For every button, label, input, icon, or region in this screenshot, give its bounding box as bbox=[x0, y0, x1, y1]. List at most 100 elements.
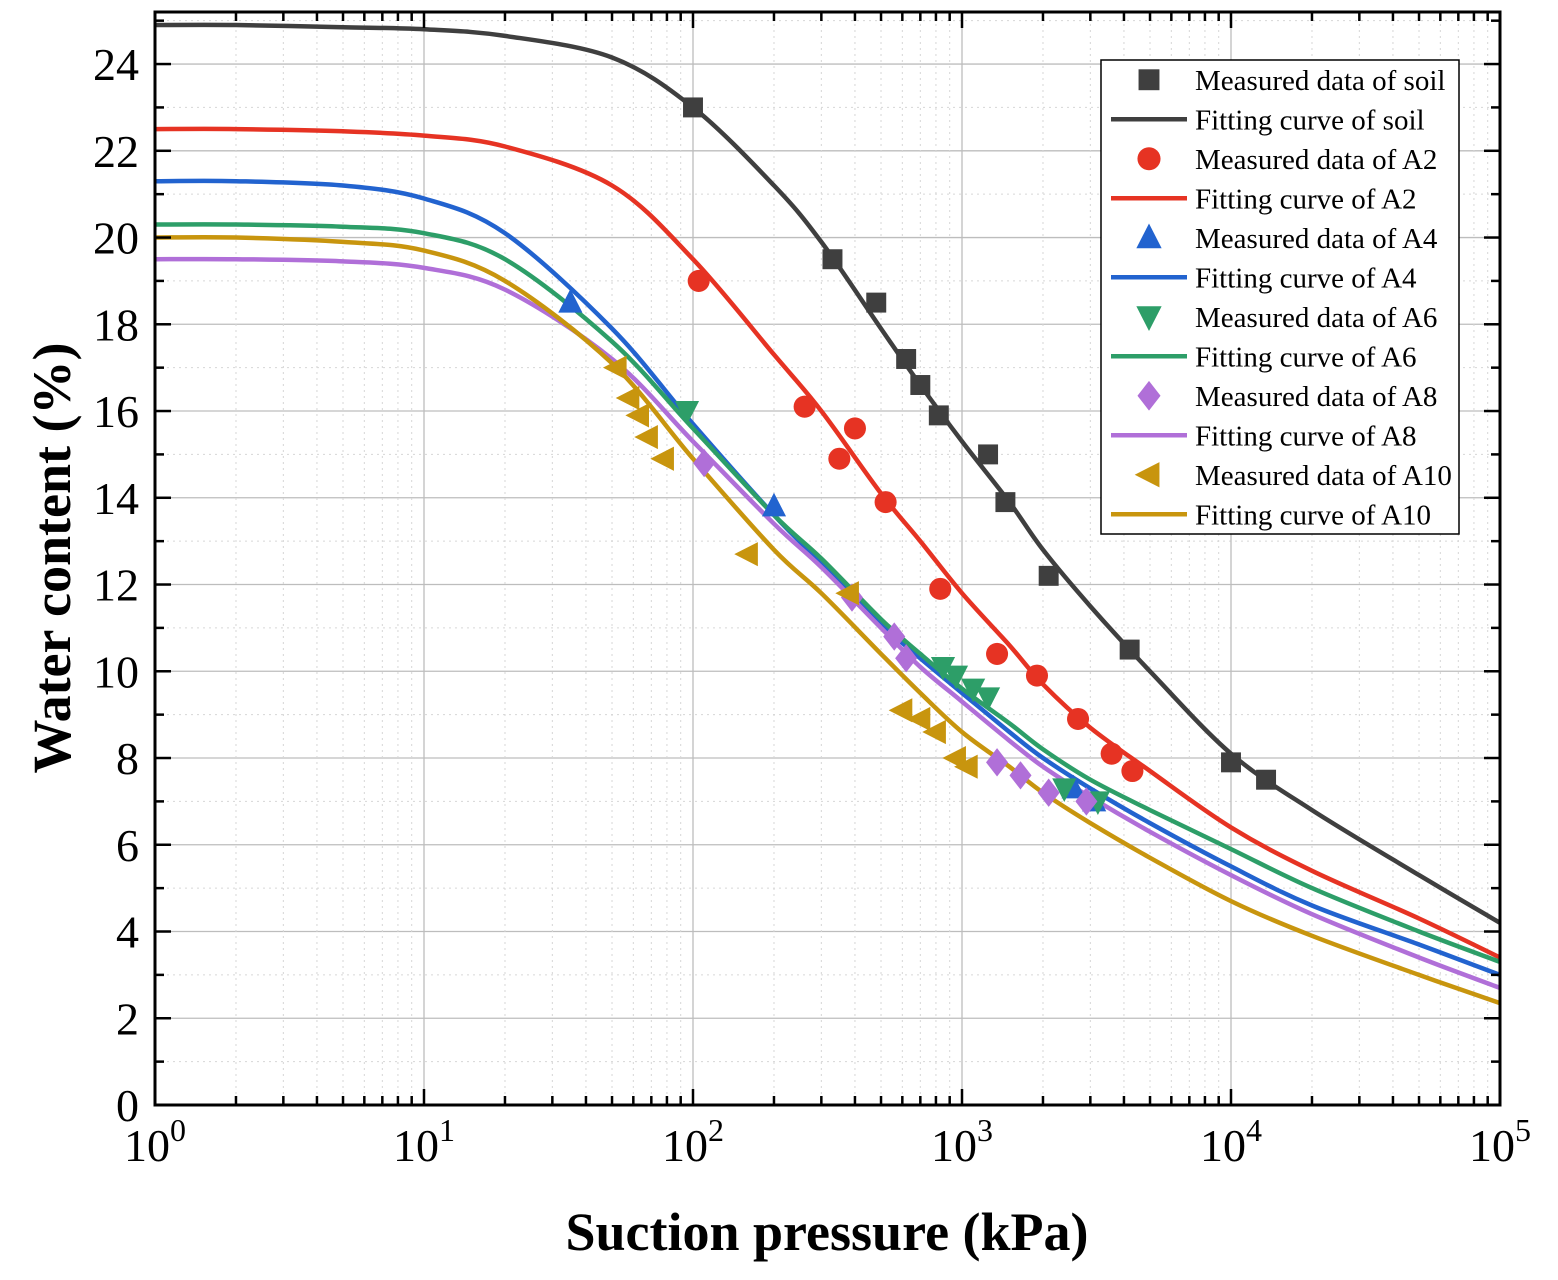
marker-square bbox=[978, 444, 999, 465]
legend-label: Measured data of soil bbox=[1195, 65, 1445, 97]
marker-triangle-down bbox=[961, 678, 986, 703]
marker-circle bbox=[986, 642, 1009, 665]
marker-circle bbox=[1025, 664, 1049, 687]
legend-label: Fitting curve of A2 bbox=[1195, 183, 1417, 215]
y-tick-label: 2 bbox=[116, 993, 139, 1044]
legend-box bbox=[1100, 59, 1460, 535]
y-axis-title: Water content (%) bbox=[22, 342, 82, 774]
legend-entry-fit-soil: Fitting curve of soil bbox=[1111, 104, 1425, 136]
x-tick-label: 105 bbox=[1469, 1112, 1531, 1171]
fit-curve-A6 bbox=[155, 222, 1500, 965]
marker-triangle-left bbox=[835, 581, 859, 606]
marker-triangle-down bbox=[975, 687, 1001, 711]
marker-square bbox=[1138, 69, 1160, 91]
y-tick-label: 4 bbox=[116, 907, 139, 958]
marker-diamond bbox=[1037, 778, 1060, 807]
x-axis-title: Suction pressure (kPa) bbox=[565, 1202, 1089, 1262]
x-tick-label: 101 bbox=[393, 1112, 455, 1171]
y-tick-label: 6 bbox=[116, 820, 139, 871]
marker-square bbox=[683, 97, 703, 118]
marker-square bbox=[910, 375, 931, 395]
marker-triangle-left bbox=[906, 706, 931, 732]
marker-circle bbox=[1121, 760, 1144, 783]
measured-points-A8 bbox=[693, 448, 1098, 816]
y-tick-label: 14 bbox=[93, 473, 139, 524]
marker-triangle-left bbox=[602, 355, 627, 380]
measured-points-A10 bbox=[602, 355, 978, 779]
legend-label: Measured data of A4 bbox=[1195, 223, 1438, 255]
x-tick-label: 103 bbox=[931, 1112, 993, 1171]
y-tick-label: 0 bbox=[116, 1080, 139, 1131]
marker-circle bbox=[1100, 742, 1123, 765]
marker-square bbox=[928, 405, 949, 426]
marker-triangle-up bbox=[1136, 223, 1162, 249]
marker-diamond bbox=[1009, 761, 1032, 790]
marker-circle bbox=[1137, 147, 1161, 171]
marker-triangle-down bbox=[1052, 778, 1077, 803]
legend-label: Fitting curve of soil bbox=[1195, 104, 1425, 136]
grid bbox=[155, 12, 1500, 1105]
legend-label: Fitting curve of A4 bbox=[1195, 262, 1417, 294]
marker-diamond bbox=[883, 622, 906, 651]
y-tick-label: 10 bbox=[93, 646, 139, 697]
legend-entry-fit-A4: Fitting curve of A4 bbox=[1111, 262, 1417, 294]
y-tick-label: 24 bbox=[93, 39, 139, 90]
marker-triangle-left bbox=[1134, 462, 1160, 488]
y-tick-label: 12 bbox=[93, 560, 139, 611]
marker-triangle-left bbox=[734, 542, 758, 567]
marker-diamond bbox=[895, 644, 918, 673]
legend-label: Fitting curve of A8 bbox=[1195, 420, 1417, 452]
legend-label: Fitting curve of A10 bbox=[1195, 499, 1431, 531]
marker-diamond bbox=[693, 448, 716, 478]
legend-entry-measured-A6: Measured data of A6 bbox=[1136, 302, 1437, 334]
marker-triangle-down bbox=[1136, 306, 1162, 332]
legend-entry-measured-A4: Measured data of A4 bbox=[1136, 223, 1438, 255]
plot-frame bbox=[153, 10, 1502, 1107]
marker-square bbox=[1038, 565, 1059, 586]
y-tick-label: 20 bbox=[93, 213, 139, 264]
marker-triangle-left bbox=[634, 424, 658, 450]
legend-entry-measured-A10: Measured data of A10 bbox=[1134, 460, 1452, 492]
marker-circle bbox=[687, 269, 710, 292]
marker-triangle-left bbox=[615, 385, 640, 411]
marker-triangle-up bbox=[558, 288, 583, 313]
y-tick-label: 22 bbox=[93, 126, 139, 177]
marker-triangle-down bbox=[674, 401, 700, 425]
legend-entry-measured-A2: Measured data of A2 bbox=[1137, 144, 1437, 176]
legend-label: Measured data of A8 bbox=[1195, 381, 1437, 413]
marker-circle bbox=[1067, 707, 1090, 731]
legend-label: Measured data of A10 bbox=[1195, 460, 1452, 492]
marker-diamond bbox=[986, 748, 1009, 777]
y-tick-label: 16 bbox=[93, 386, 139, 437]
marker-square bbox=[1221, 752, 1241, 773]
marker-diamond bbox=[1137, 380, 1161, 411]
marker-triangle-left bbox=[954, 754, 978, 779]
marker-square bbox=[822, 249, 843, 270]
legend: Measured data of soil Fitting curve of so… bbox=[1100, 59, 1460, 535]
marker-triangle-left bbox=[625, 403, 649, 428]
marker-triangle-left bbox=[922, 719, 946, 745]
marker-circle bbox=[828, 447, 851, 470]
legend-entry-fit-A10: Fitting curve of A10 bbox=[1111, 499, 1431, 531]
legend-entry-fit-A8: Fitting curve of A8 bbox=[1111, 420, 1417, 452]
marker-circle bbox=[843, 417, 866, 440]
marker-triangle-left bbox=[650, 446, 674, 471]
marker-square bbox=[1119, 639, 1140, 660]
marker-square bbox=[995, 492, 1016, 513]
legend-entry-measured-A8: Measured data of A8 bbox=[1137, 381, 1437, 413]
legend-label: Measured data of A6 bbox=[1195, 302, 1437, 334]
fit-curve-A8 bbox=[155, 256, 1500, 991]
measured-points-A2 bbox=[687, 269, 1144, 783]
measured-points-soil bbox=[683, 97, 1277, 790]
x-tick-label: 102 bbox=[662, 1112, 724, 1171]
y-tick-label: 18 bbox=[93, 299, 139, 350]
marker-triangle-down bbox=[943, 665, 969, 690]
marker-triangle-left bbox=[888, 698, 913, 723]
marker-circle bbox=[929, 577, 952, 600]
marker-square bbox=[866, 292, 887, 313]
marker-circle bbox=[874, 491, 897, 514]
measured-points-A6 bbox=[674, 401, 1110, 816]
